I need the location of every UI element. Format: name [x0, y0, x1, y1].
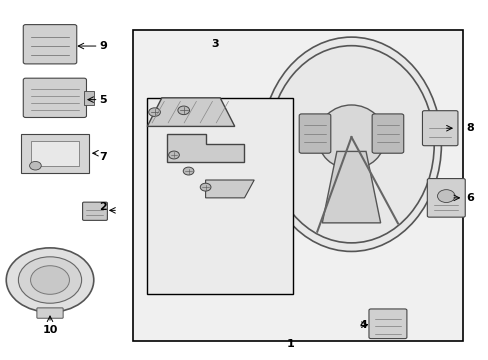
Circle shape — [6, 248, 94, 312]
Circle shape — [200, 183, 210, 191]
Text: 8: 8 — [466, 123, 473, 133]
Bar — [147, 98, 292, 294]
Text: 10: 10 — [42, 325, 58, 335]
Text: 9: 9 — [100, 41, 107, 51]
Circle shape — [30, 161, 41, 170]
FancyBboxPatch shape — [371, 114, 403, 153]
Polygon shape — [205, 180, 254, 198]
FancyBboxPatch shape — [132, 30, 462, 341]
Text: 3: 3 — [211, 39, 219, 49]
FancyBboxPatch shape — [299, 114, 330, 153]
FancyBboxPatch shape — [82, 202, 107, 220]
Circle shape — [19, 257, 81, 303]
Polygon shape — [322, 152, 380, 223]
Text: 4: 4 — [359, 320, 367, 330]
Circle shape — [437, 190, 454, 203]
Circle shape — [183, 167, 194, 175]
Circle shape — [148, 108, 160, 116]
Text: 6: 6 — [466, 193, 473, 203]
Text: 7: 7 — [100, 152, 107, 162]
FancyBboxPatch shape — [37, 308, 63, 318]
Bar — [84, 91, 94, 105]
FancyBboxPatch shape — [23, 24, 77, 64]
Circle shape — [168, 151, 179, 159]
FancyBboxPatch shape — [422, 111, 457, 146]
Polygon shape — [147, 98, 234, 126]
Polygon shape — [166, 134, 244, 162]
FancyBboxPatch shape — [21, 134, 89, 173]
Ellipse shape — [317, 105, 385, 169]
Ellipse shape — [261, 37, 441, 251]
FancyBboxPatch shape — [368, 309, 406, 339]
Text: 1: 1 — [286, 339, 294, 349]
Bar — [30, 141, 79, 166]
Circle shape — [178, 106, 189, 114]
Text: 2: 2 — [100, 202, 107, 212]
Text: 5: 5 — [100, 95, 107, 105]
FancyBboxPatch shape — [427, 179, 464, 217]
FancyBboxPatch shape — [23, 78, 86, 117]
Circle shape — [30, 266, 69, 294]
